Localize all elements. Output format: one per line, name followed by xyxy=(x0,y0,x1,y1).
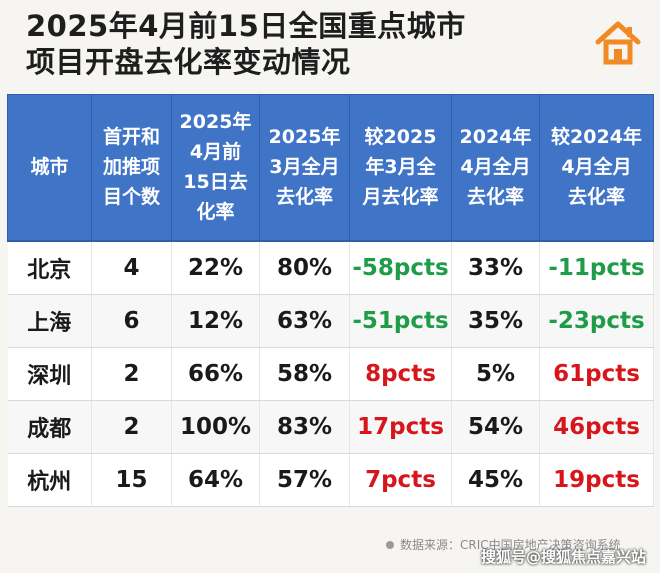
title-line-1: 2025年4月前15日全国重点城市 xyxy=(26,9,466,43)
table-cell: 17pcts xyxy=(349,400,452,454)
column-header-line: 城市 xyxy=(30,156,69,179)
house-icon xyxy=(595,21,641,65)
column-header-line: 2025年 xyxy=(268,126,341,149)
table-cell: -23pcts xyxy=(539,294,654,348)
column-header-line: 月去化率 xyxy=(362,186,439,209)
column-header-2: 2025年 4月前 15日去化率 xyxy=(171,94,260,242)
column-header-line: 目个数 xyxy=(102,186,160,209)
city-cell: 深圳 xyxy=(7,347,92,401)
page-title: 2025年4月前15日全国重点城市 项目开盘去化率变动情况 xyxy=(26,8,466,80)
watermark: 搜狐号@搜狐焦点嘉兴站 xyxy=(480,548,646,566)
column-header-line: 去化率 xyxy=(567,186,625,209)
column-header-line: 4月前 xyxy=(189,141,242,164)
turnover-table: 城市 首开和 加推项 目个数 2025年 4月前 15日去 化率 2025年 3月全月 去化率 较20… xyxy=(7,94,654,507)
table-cell: 8pcts xyxy=(349,347,452,401)
table-cell: 54% xyxy=(451,400,540,454)
city-cell: 成都 xyxy=(7,400,92,454)
column-header-3: 2025年 3月全月去化率 xyxy=(259,94,350,242)
column-header-line: 4月全月 xyxy=(561,156,632,179)
column-header-line: 4月全月 xyxy=(460,156,531,179)
table-row: 北京 4 22% 80% -58pcts 33% -11pcts xyxy=(7,240,654,295)
title-line-2: 项目开盘去化率变动情况 xyxy=(26,45,351,79)
table-cell: 2 xyxy=(91,400,172,454)
data-source: 数据来源：CRIC中国房地产决策咨询系统 xyxy=(386,536,621,553)
bullet-icon xyxy=(386,540,394,549)
column-header-line: 加推项 xyxy=(102,156,160,179)
column-header-6: 较2024年 4月全月去化率 xyxy=(539,94,654,242)
table-cell: 7pcts xyxy=(349,453,452,507)
table-row: 深圳 2 66% 58% 8pcts 5% 61pcts xyxy=(7,347,654,401)
table-row: 上海 6 12% 63% -51pcts 35% -23pcts xyxy=(7,294,654,348)
table-cell: -51pcts xyxy=(349,294,452,348)
table-cell: 100% xyxy=(171,400,260,454)
column-header-4: 较2025 年3月全月去化率 xyxy=(349,94,452,242)
table-cell: -11pcts xyxy=(539,240,654,295)
city-cell: 上海 xyxy=(7,294,92,348)
table-cell: 80% xyxy=(259,240,350,295)
table-cell: 6 xyxy=(91,294,172,348)
table-cell: 33% xyxy=(451,240,540,295)
column-header-line: 去化率 xyxy=(466,186,524,209)
column-header-line: 首开和 xyxy=(102,126,160,149)
column-header-line: 较2024年 xyxy=(551,126,642,149)
column-header-line: 较2025 xyxy=(364,126,437,149)
table-cell: 57% xyxy=(259,453,350,507)
column-header-1: 首开和 加推项 目个数 xyxy=(91,94,172,242)
column-header-line: 2025年 xyxy=(179,111,252,134)
table-header-row: 城市 首开和 加推项 目个数 2025年 4月前 15日去 化率 2025年 3月全月 去化率 较20… xyxy=(7,94,654,242)
table-cell: 15 xyxy=(91,453,172,507)
table-cell: 12% xyxy=(171,294,260,348)
city-cell: 杭州 xyxy=(7,453,92,507)
column-header-5: 2024年 4月全月去化率 xyxy=(451,94,540,242)
column-header-line: 化率 xyxy=(196,201,235,224)
table-cell: 58% xyxy=(259,347,350,401)
table-cell: 66% xyxy=(171,347,260,401)
column-header-0: 城市 xyxy=(7,94,92,242)
table-cell: 2 xyxy=(91,347,172,401)
column-header-line: 年3月全 xyxy=(365,156,436,179)
data-source-text: 数据来源：CRIC中国房地产决策咨询系统 xyxy=(400,538,621,552)
table-cell: 5% xyxy=(451,347,540,401)
table-cell: 61pcts xyxy=(539,347,654,401)
table-cell: 64% xyxy=(171,453,260,507)
table-cell: 19pcts xyxy=(539,453,654,507)
city-cell: 北京 xyxy=(7,240,92,295)
table-body: 北京 4 22% 80% -58pcts 33% -11pcts 上海 6 12% 63% -51pc… xyxy=(7,240,654,507)
table-cell: 22% xyxy=(171,240,260,295)
table-cell: -58pcts xyxy=(349,240,452,295)
table-cell: 63% xyxy=(259,294,350,348)
column-header-line: 去化率 xyxy=(275,186,333,209)
table-row: 杭州 15 64% 57% 7pcts 45% 19pcts xyxy=(7,453,654,507)
table-cell: 45% xyxy=(451,453,540,507)
table-row: 成都 2 100% 83% 17pcts 54% 46pcts xyxy=(7,400,654,454)
table-cell: 83% xyxy=(259,400,350,454)
column-header-line: 2024年 xyxy=(459,126,532,149)
table-cell: 35% xyxy=(451,294,540,348)
column-header-line: 15日去 xyxy=(183,171,248,194)
column-header-line: 3月全月 xyxy=(269,156,340,179)
table-cell: 4 xyxy=(91,240,172,295)
table-cell: 46pcts xyxy=(539,400,654,454)
